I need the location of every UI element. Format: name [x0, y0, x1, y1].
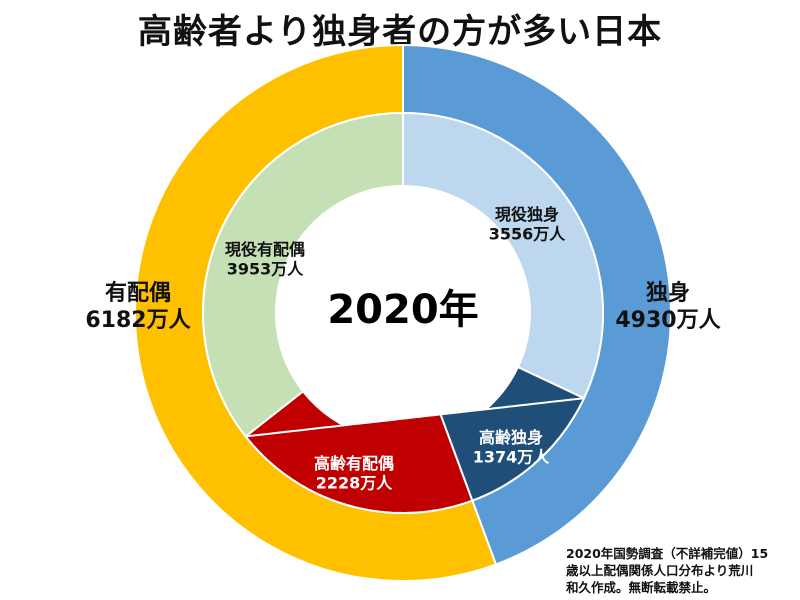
inner-slice-elderly_married-overlay	[243, 413, 474, 515]
source-note: 2020年国勢調査（不詳補完値）15 歳以上配偶関係人口分布より荒川 和久作成。…	[566, 546, 769, 595]
center-hole	[276, 186, 530, 440]
outer-label-single: 独身 4930万人	[615, 280, 720, 333]
elderly-label: 高齢者 3603万人	[366, 380, 444, 419]
inner-label-working-single: 現役独身 3556万人	[489, 205, 567, 244]
outer-label-married: 有配偶 6182万人	[85, 280, 190, 333]
center-label: 2020年	[327, 287, 478, 333]
inner-label-elderly-married: 高齢有配偶 2228万人	[314, 454, 394, 493]
inner-label-elderly-single: 高齢独身 1374万人	[473, 428, 551, 467]
inner-label-working-married: 現役有配偶 3953万人	[225, 240, 305, 279]
